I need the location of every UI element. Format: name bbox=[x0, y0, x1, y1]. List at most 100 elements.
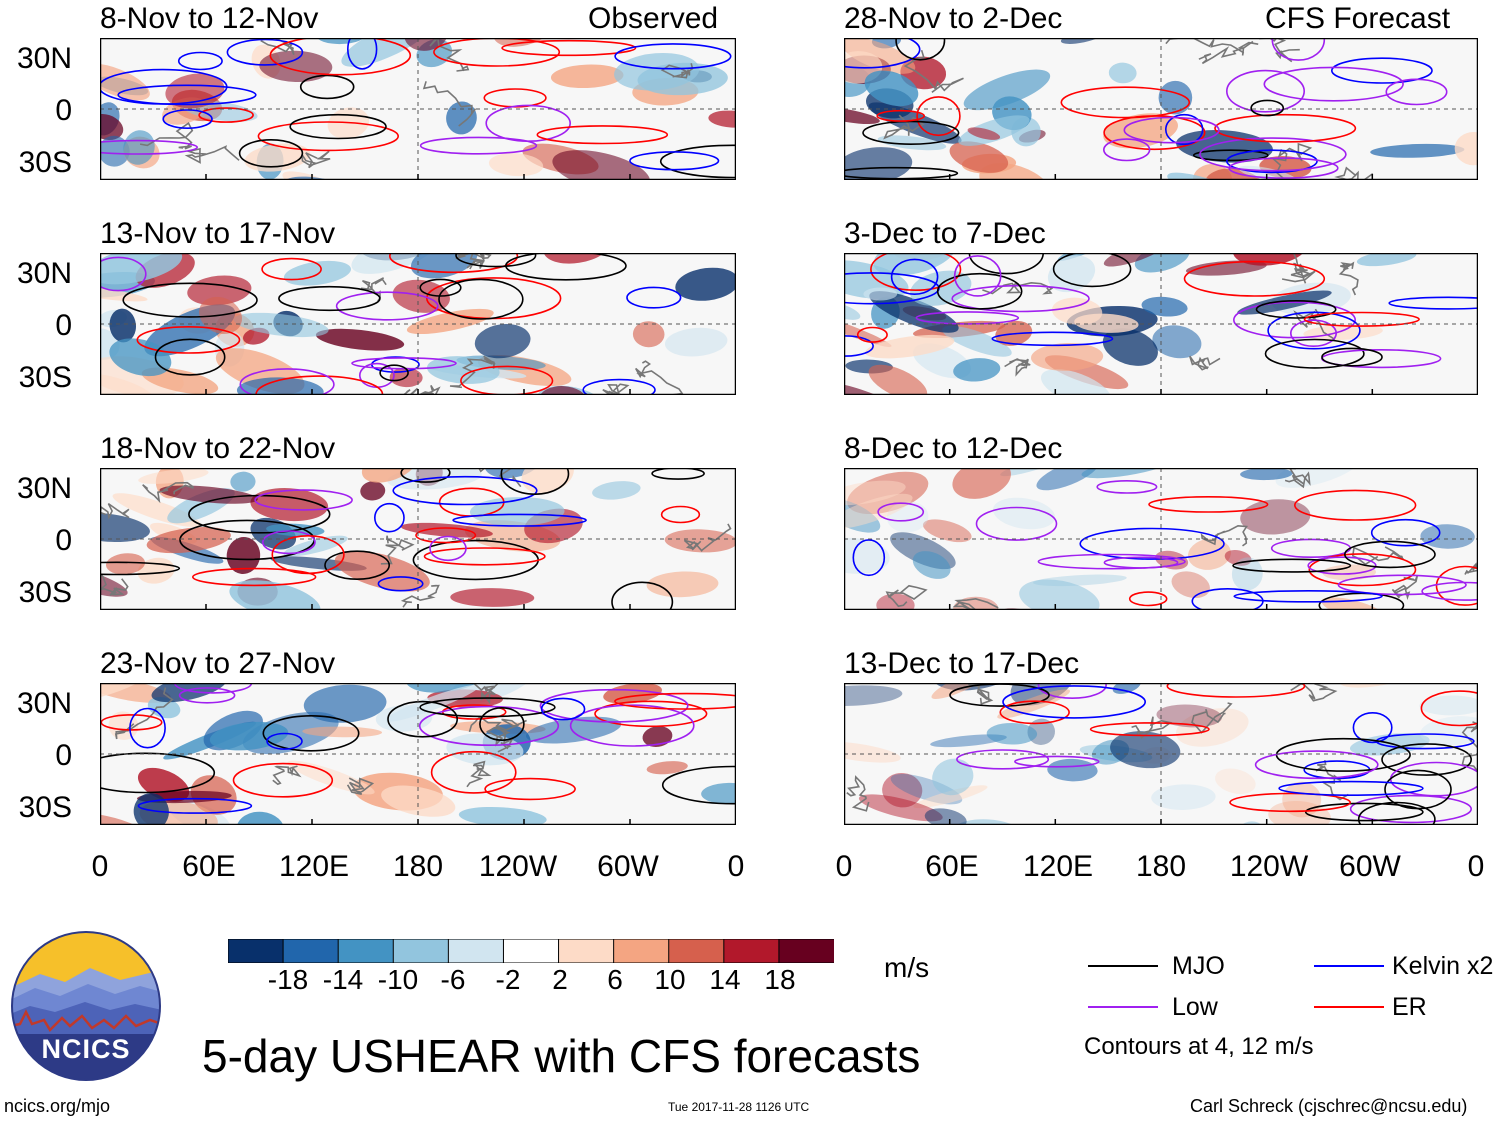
shear-anomaly-patch bbox=[1185, 260, 1267, 276]
shear-anomaly-patch bbox=[952, 468, 1011, 499]
lat-label-30s: 30S bbox=[18, 576, 72, 609]
lat-label-eq: 0 bbox=[55, 309, 72, 342]
wave-contour bbox=[660, 505, 701, 524]
wave-contour bbox=[137, 797, 253, 814]
shear-anomaly-patch bbox=[1152, 325, 1202, 359]
shear-anomaly-patch bbox=[446, 101, 477, 135]
wave-contour bbox=[1123, 116, 1220, 144]
lon-label-60e: 60E bbox=[925, 850, 979, 883]
wave-contour bbox=[582, 378, 656, 395]
shear-anomaly-patch bbox=[1158, 80, 1193, 115]
wave-contour bbox=[271, 535, 345, 575]
legend-swatch-low bbox=[1088, 1006, 1158, 1008]
shear-anomaly-patch bbox=[1030, 342, 1104, 371]
wave-contour bbox=[418, 705, 560, 747]
shear-anomaly-patch bbox=[385, 684, 480, 722]
wave-contour bbox=[373, 502, 405, 533]
wave-contour bbox=[659, 144, 736, 179]
legend-note: Contours at 4, 12 m/s bbox=[1084, 1033, 1314, 1060]
shear-anomaly-patch bbox=[949, 141, 1009, 173]
coastline bbox=[883, 114, 925, 140]
panel-2-title: 13-Nov to 17-Nov bbox=[100, 217, 336, 250]
wave-contour bbox=[438, 278, 524, 320]
map-panel-6 bbox=[844, 253, 1478, 395]
map-panel-3 bbox=[100, 468, 736, 610]
wave-contour bbox=[1014, 755, 1100, 768]
shear-anomaly-patch bbox=[552, 150, 650, 180]
wave-contour bbox=[289, 113, 387, 140]
wave-contour bbox=[999, 700, 1070, 725]
wave-contour bbox=[177, 51, 223, 71]
coastline bbox=[400, 584, 440, 608]
wave-contour bbox=[1385, 78, 1448, 106]
shear-anomaly-patch bbox=[406, 308, 494, 335]
wave-contour bbox=[100, 561, 181, 576]
lon-label-0-end: 0 bbox=[727, 850, 745, 883]
wave-contour bbox=[876, 109, 926, 122]
shear-anomaly-patch bbox=[886, 501, 929, 533]
shear-anomaly-patch bbox=[109, 338, 172, 377]
wave-contour bbox=[1318, 592, 1405, 610]
wave-contour bbox=[540, 697, 586, 721]
shear-anomaly-patch bbox=[1370, 143, 1465, 158]
wave-contour bbox=[1384, 769, 1452, 810]
wave-contour bbox=[1148, 496, 1269, 513]
shear-anomaly-patch bbox=[1134, 253, 1190, 273]
shear-anomaly-patch bbox=[233, 312, 329, 338]
footer-timestamp: Tue 2017-11-28 1126 UTC bbox=[668, 1100, 810, 1114]
shear-anomaly-patch bbox=[1060, 38, 1106, 44]
coastline bbox=[602, 383, 630, 395]
lon-label-60e: 60E bbox=[182, 850, 236, 883]
wave-contour bbox=[569, 704, 695, 747]
shear-anomaly-patch bbox=[1187, 538, 1231, 570]
wave-contour bbox=[154, 338, 226, 376]
wave-contour bbox=[614, 43, 732, 70]
lat-label-eq: 0 bbox=[55, 524, 72, 557]
colorbar-bin bbox=[228, 939, 285, 963]
shear-anomaly-patch bbox=[474, 324, 531, 359]
wave-contour bbox=[852, 539, 886, 577]
footer-url[interactable]: ncics.org/mjo bbox=[4, 1096, 111, 1116]
shear-anomaly-patch bbox=[100, 113, 124, 141]
coastline bbox=[1334, 166, 1374, 180]
coastline bbox=[1315, 760, 1349, 801]
lat-label-30s: 30S bbox=[18, 791, 72, 824]
coastline bbox=[846, 775, 870, 812]
shear-anomaly-patch bbox=[967, 127, 1001, 140]
map-panel-8 bbox=[844, 683, 1478, 825]
wave-contour bbox=[266, 732, 303, 750]
shear-anomaly-patch bbox=[844, 741, 901, 763]
colorbar-tick: -18 bbox=[267, 964, 309, 995]
wave-contour bbox=[1199, 137, 1347, 172]
coastline bbox=[1198, 41, 1259, 65]
wave-contour bbox=[844, 38, 921, 69]
shear-anomaly-patch bbox=[877, 135, 947, 151]
wave-contour bbox=[1264, 338, 1365, 369]
colorbar-bin bbox=[778, 939, 834, 963]
lon-label-60w: 60W bbox=[597, 850, 659, 883]
shear-anomaly-patch bbox=[708, 110, 736, 128]
coastline bbox=[139, 122, 194, 150]
wave-contour bbox=[1349, 794, 1473, 824]
wave-contour bbox=[419, 136, 538, 155]
colorbar-bin bbox=[282, 939, 340, 963]
shear-anomaly-patch bbox=[1102, 328, 1158, 366]
wave-contour bbox=[415, 527, 477, 544]
wave-contour bbox=[1232, 558, 1352, 573]
shear-anomaly-patch bbox=[932, 758, 974, 796]
wave-contour bbox=[1229, 792, 1351, 813]
wave-contour bbox=[324, 550, 390, 580]
lon-label-0: 0 bbox=[835, 850, 853, 883]
panel-3-title: 18-Nov to 22-Nov bbox=[100, 432, 336, 465]
shear-anomaly-patch bbox=[922, 519, 972, 543]
lon-label-0-end: 0 bbox=[1467, 850, 1485, 883]
shear-anomaly-patch bbox=[302, 726, 383, 738]
wave-contour bbox=[1271, 38, 1326, 61]
shear-anomaly-patch bbox=[1215, 768, 1256, 794]
wave-contour bbox=[1096, 479, 1158, 494]
coastline bbox=[982, 281, 1054, 295]
coastline bbox=[466, 760, 492, 788]
wave-contour bbox=[261, 530, 316, 555]
wave-contour bbox=[136, 326, 241, 354]
shear-anomaly-patch bbox=[963, 69, 1051, 111]
